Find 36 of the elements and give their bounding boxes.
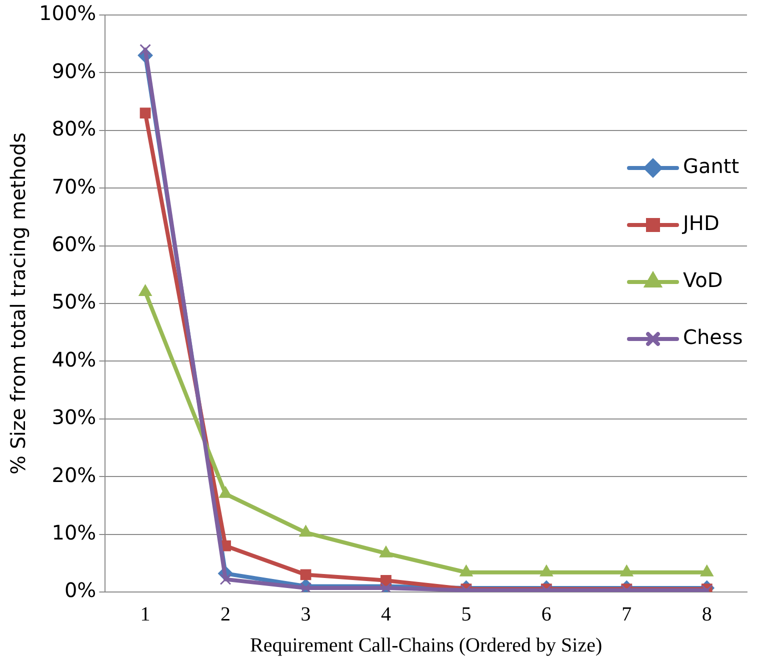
x-tick-label: 6	[541, 603, 552, 626]
point	[300, 582, 312, 592]
x-tick-label: 4	[380, 603, 391, 626]
y-tick-label: 0%	[64, 578, 96, 602]
y-tick-label: 20%	[52, 462, 96, 487]
y-tick-label: 30%	[52, 405, 96, 430]
legend-label: JHD	[681, 211, 720, 236]
point	[140, 108, 151, 119]
y-tick-label: 50%	[52, 290, 96, 314]
point	[379, 546, 393, 558]
y-tick-label: 100%	[38, 1, 96, 26]
point	[540, 564, 553, 576]
point	[380, 582, 392, 592]
x-tick-label: 7	[622, 603, 632, 626]
legend-label: Chess	[683, 325, 743, 350]
point	[138, 284, 152, 296]
legend-label: VoD	[683, 268, 723, 292]
point	[620, 564, 634, 576]
y-tick-label: 40%	[52, 347, 96, 372]
point	[460, 564, 473, 576]
x-tick-label: 5	[461, 603, 472, 626]
x-tick-label: 1	[140, 603, 150, 626]
x-tick-label: 3	[300, 603, 311, 626]
y-axis-title: % Size from total tracing methods	[6, 132, 30, 475]
x-tick-label: 2	[220, 603, 231, 626]
y-tick-label: 70%	[52, 174, 96, 198]
y-tick-label: 60%	[52, 232, 96, 256]
point	[700, 564, 714, 576]
y-tick-label: 80%	[52, 116, 96, 141]
x-axis-title: Requirement Call-Chains (Ordered by Size)	[250, 634, 602, 656]
point	[218, 486, 232, 498]
y-tick-label: 90%	[52, 58, 96, 83]
x-tick-label: 8	[702, 603, 712, 626]
point	[299, 525, 312, 537]
legend-label: Gantt	[683, 154, 740, 178]
y-tick-label: 10%	[52, 520, 96, 545]
